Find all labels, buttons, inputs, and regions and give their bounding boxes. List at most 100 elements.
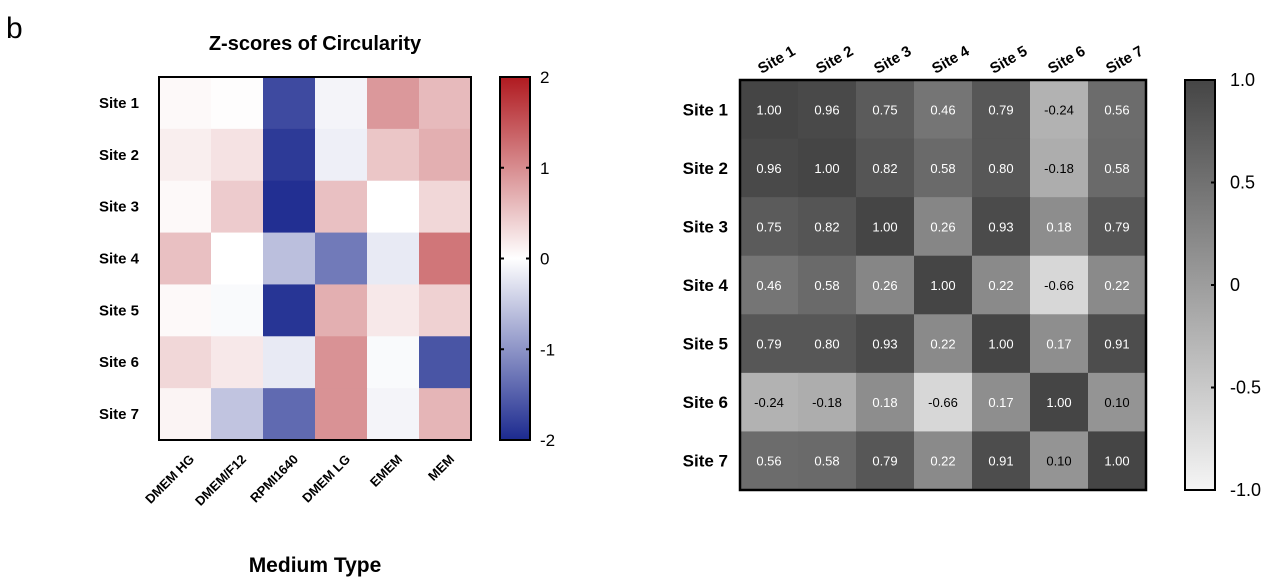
correlation-cell — [1030, 372, 1089, 432]
correlation-column-label: Site 7 — [1103, 43, 1146, 78]
correlation-cell-label: -0.18 — [812, 395, 842, 410]
correlation-cell-label: 0.93 — [872, 337, 897, 352]
correlation-cell-label: 0.58 — [814, 454, 839, 469]
correlation-column-label: Site 4 — [929, 42, 973, 77]
correlation-cell-label: 0.58 — [1104, 161, 1129, 176]
zscore-column-label: DMEM HG — [142, 452, 197, 507]
correlation-cell — [914, 138, 973, 198]
zscore-cell — [367, 336, 420, 389]
zscore-cell — [419, 232, 472, 285]
correlation-cell — [740, 431, 799, 491]
correlation-cell — [972, 255, 1031, 315]
zscore-row-labels: Site 1 Site 2 Site 3 Site 4 Site 5 Site 6 Site… — [99, 95, 140, 423]
correlation-cell — [740, 372, 799, 432]
correlation-cell-label: 0.46 — [930, 102, 955, 117]
zscore-row-label: Site 5 — [99, 302, 139, 319]
correlation-cell — [798, 197, 857, 257]
correlation-row-label: Site 4 — [683, 276, 729, 295]
correlation-row-label: Site 6 — [683, 393, 728, 412]
correlation-cell — [1088, 372, 1147, 432]
zscore-cell — [419, 336, 472, 389]
correlation-column-label: Site 1 — [755, 43, 798, 78]
zscore-row-label: Site 1 — [99, 95, 139, 112]
correlation-cell — [914, 80, 973, 140]
zscore-cell — [159, 180, 212, 234]
correlation-cell-label: 0.79 — [988, 102, 1013, 117]
correlation-cell — [1088, 138, 1147, 198]
zscore-cell — [367, 388, 420, 441]
correlation-cell — [1088, 80, 1147, 140]
correlation-row-label: Site 1 — [683, 100, 728, 119]
zscore-colorbar-label: -2 — [540, 431, 555, 450]
zscore-cell — [419, 77, 472, 130]
correlation-cell — [1030, 255, 1089, 315]
correlation-colorbar-label: -1.0 — [1230, 480, 1261, 500]
correlation-cell-label: 0.58 — [814, 278, 839, 293]
correlation-cell — [740, 138, 799, 198]
correlation-cell-label: 0.75 — [872, 102, 897, 117]
correlation-cell — [798, 255, 857, 315]
correlation-column-labels: Site 1 Site 2 Site 3 Site 4 Site 5 Site 6 Site… — [755, 42, 1146, 77]
zscore-cell — [315, 336, 368, 389]
correlation-heatmap-frame — [738, 78, 1148, 492]
zscore-cell — [419, 284, 472, 337]
correlation-cell-label: 1.00 — [756, 102, 781, 117]
zscore-cell — [159, 232, 212, 285]
zscore-cell — [263, 284, 316, 337]
correlation-row-label: Site 7 — [683, 452, 728, 471]
zscore-cell — [263, 388, 316, 441]
zscore-column-label: DMEM/F12 — [192, 452, 249, 509]
zscore-cell — [315, 180, 368, 234]
correlation-colorbar-label: 1.0 — [1230, 70, 1255, 90]
correlation-cell-label: 1.00 — [988, 337, 1013, 352]
correlation-cell — [856, 314, 915, 374]
zscore-cell — [159, 128, 212, 182]
correlation-column-label: Site 6 — [1045, 43, 1088, 78]
correlation-cell-label: 0.26 — [930, 219, 955, 234]
zscore-colorbar-ticks: 2 1 0 -1 -2 — [500, 68, 555, 450]
correlation-cell-label: 0.22 — [1104, 278, 1129, 293]
correlation-cell — [1030, 314, 1089, 374]
correlation-cell — [914, 372, 973, 432]
correlation-cell-label: 1.00 — [1046, 395, 1071, 410]
correlation-row-label: Site 3 — [683, 217, 728, 236]
zscore-column-label: EMEM — [367, 452, 405, 490]
correlation-cell-label: 0.17 — [988, 395, 1013, 410]
zscore-cell — [263, 128, 316, 182]
correlation-cell-label: 1.00 — [930, 278, 955, 293]
correlation-cell-label: 1.00 — [814, 161, 839, 176]
correlation-cell — [856, 255, 915, 315]
correlation-cell-label: 0.58 — [930, 161, 955, 176]
zscore-cell — [159, 284, 212, 337]
correlation-cell — [914, 314, 973, 374]
correlation-cell-label: 1.00 — [1104, 454, 1129, 469]
zscore-cell — [211, 180, 264, 234]
zscore-column-label: MEM — [425, 452, 457, 484]
correlation-cell-label: 0.91 — [988, 454, 1013, 469]
correlation-cell — [972, 80, 1031, 140]
zscore-cell — [263, 77, 316, 130]
zscore-cell — [367, 77, 420, 130]
correlation-colorbar-ticks: 1.0 0.5 0 -0.5 -1.0 — [1211, 70, 1261, 500]
correlation-cell-label: 0.80 — [988, 161, 1013, 176]
correlation-cell-label: 0.56 — [1104, 102, 1129, 117]
zscore-x-axis-label: Medium Type — [249, 554, 382, 577]
zscore-cell — [315, 128, 368, 182]
zscore-cell — [211, 336, 264, 389]
correlation-cell — [972, 138, 1031, 198]
zscore-cell — [159, 77, 212, 130]
correlation-cell-label: 0.46 — [756, 278, 781, 293]
zscore-row-label: Site 3 — [99, 199, 139, 216]
correlation-cell-label: 0.22 — [930, 454, 955, 469]
correlation-cell-label: 0.22 — [988, 278, 1013, 293]
correlation-cell — [798, 138, 857, 198]
zscore-row-label: Site 7 — [99, 406, 139, 423]
correlation-cell-label: 0.17 — [1046, 337, 1071, 352]
correlation-cell — [798, 314, 857, 374]
zscore-heatmap-title: Z-scores of Circularity — [209, 33, 422, 55]
correlation-cell-label: 0.82 — [814, 219, 839, 234]
zscore-cell — [367, 180, 420, 234]
correlation-cell — [856, 138, 915, 198]
zscore-cell — [367, 232, 420, 285]
